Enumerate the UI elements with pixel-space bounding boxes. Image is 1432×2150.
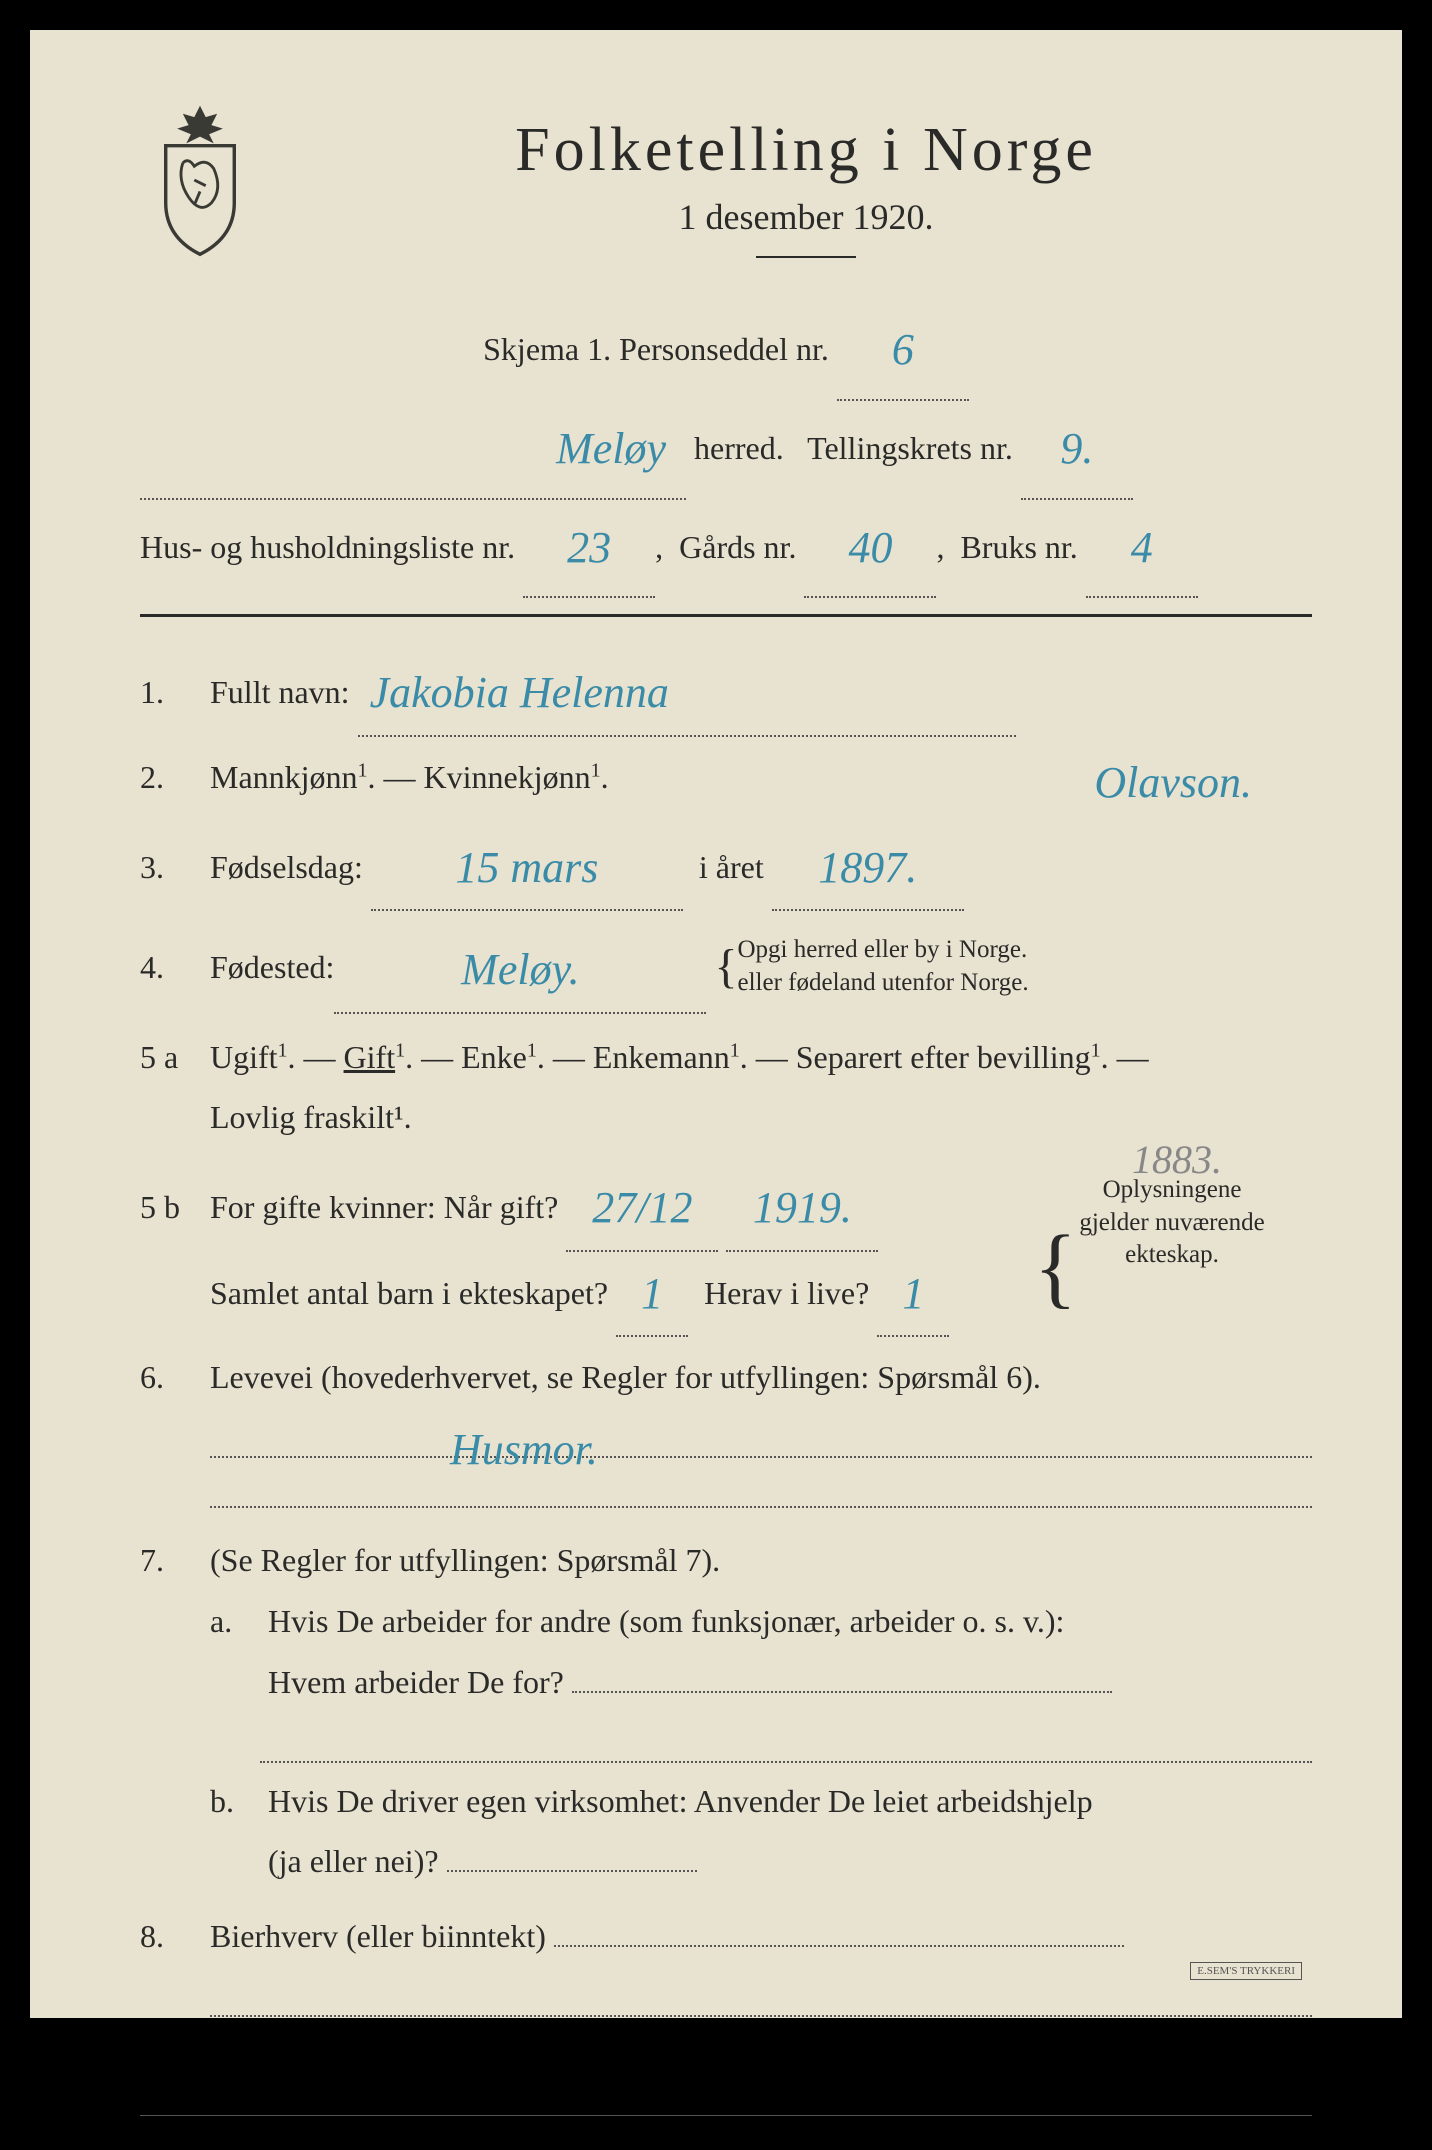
- gards-nr: 40: [804, 500, 936, 599]
- subtitle: 1 desember 1920.: [300, 196, 1312, 238]
- q3-year-label: i året: [699, 849, 764, 885]
- q4-value: Meløy.: [334, 928, 706, 1014]
- q5b-barn-label: Samlet antal barn i ekteskapet?: [210, 1275, 608, 1311]
- header: Folketelling i Norge 1 desember 1920.: [140, 90, 1312, 288]
- q4-note: Opgi herred eller by i Norge. eller føde…: [737, 934, 1028, 999]
- q3-year: 1897.: [772, 826, 964, 912]
- q1b-value: Olavson.: [1094, 741, 1252, 825]
- brace-icon-2: {: [1034, 1182, 1077, 1353]
- q7b-text2: (ja eller nei)?: [268, 1843, 439, 1879]
- q3-day: 15 mars: [371, 826, 683, 912]
- tellingskrets-label: Tellingskrets nr.: [807, 430, 1013, 466]
- q3-num: 3.: [140, 837, 210, 898]
- q4-num: 4.: [140, 937, 210, 998]
- q2-kvinne: Kvinnekjønn: [424, 759, 591, 795]
- coat-of-arms-icon: [140, 100, 260, 260]
- q5b-barn: 1: [616, 1252, 688, 1338]
- q8-num: 8.: [140, 1906, 210, 1967]
- q7-row: 7. (Se Regler for utfyllingen: Spørsmål …: [140, 1530, 1312, 1892]
- q7-label: (Se Regler for utfyllingen: Spørsmål 7).: [210, 1542, 720, 1578]
- q8-fill: [554, 1945, 1124, 1947]
- q5b-live: 1: [877, 1252, 949, 1338]
- hus-label: Hus- og husholdningsliste nr.: [140, 529, 515, 565]
- q6-value: Husmor.: [450, 1408, 598, 1492]
- q7a-text1: Hvis De arbeider for andre (som funksjon…: [268, 1603, 1064, 1639]
- bruks-label: Bruks nr.: [960, 529, 1077, 565]
- q1-num: 1.: [140, 662, 210, 723]
- q5a-line2: Lovlig fraskilt¹.: [210, 1099, 412, 1135]
- q6-label: Levevei (hovederhvervet, se Regler for u…: [210, 1359, 1041, 1395]
- main-title: Folketelling i Norge: [300, 115, 1312, 186]
- herred-value: Meløy: [140, 401, 686, 500]
- q1-value: Jakobia Helenna: [358, 651, 1016, 737]
- q5b-date: 27/12: [566, 1166, 718, 1252]
- printer-stamp: E.SEM'S TRYKKERI: [1190, 1962, 1302, 1980]
- q5a-num: 5 a: [140, 1027, 210, 1088]
- q7a-fill-2: [260, 1721, 1312, 1763]
- q6-fill-2: [210, 1466, 1312, 1508]
- q5b-year: 1919.: [726, 1166, 878, 1252]
- q6-num: 6.: [140, 1347, 210, 1408]
- q7a-letter: a.: [210, 1591, 260, 1652]
- q8-row: 8. Bierhverv (eller biinntekt): [140, 1906, 1312, 2025]
- gards-label: Gårds nr.: [679, 529, 796, 565]
- herred-label: herred.: [694, 430, 784, 466]
- q6-fill: Husmor.: [210, 1416, 1312, 1458]
- q5b-live-label: Herav i live?: [704, 1275, 869, 1311]
- q5b-num: 5 b: [140, 1177, 210, 1238]
- q5b-row: 5 b For gifte kvinner: Når gift? 27/12 1…: [140, 1162, 1312, 1333]
- q7b-letter: b.: [210, 1771, 260, 1832]
- section-rule: [140, 614, 1312, 617]
- q8-label: Bierhverv (eller biinntekt): [210, 1918, 546, 1954]
- q2-row: 2. Mannkjønn1. — Kvinnekjønn1. Olavson.: [140, 747, 1312, 808]
- q1-label: Fullt navn:: [210, 674, 350, 710]
- q5b-label: For gifte kvinner: Når gift?: [210, 1189, 558, 1225]
- q7b-fill: [447, 1870, 697, 1872]
- personseddel-nr: 6: [837, 302, 969, 401]
- footer-note: Har man ingen biinntekt av nogen betydni…: [140, 2055, 1312, 2085]
- q7b-text1: Hvis De driver egen virksomhet: Anvender…: [268, 1783, 1093, 1819]
- title-block: Folketelling i Norge 1 desember 1920.: [300, 90, 1312, 288]
- q5b-side-note: Oplysningene gjelder nuværende ekteskap.: [1072, 1174, 1272, 1272]
- q4-label: Fødested:: [210, 937, 334, 998]
- q2-num: 2.: [140, 747, 210, 808]
- tiny-footer: ¹ Her kan svares ved tydelig understrekn…: [140, 2115, 1312, 2150]
- skjema-line: Skjema 1. Personseddel nr. 6: [140, 298, 1312, 397]
- title-rule: [756, 256, 856, 258]
- skjema-label: Skjema 1. Personseddel nr.: [483, 331, 829, 367]
- q7-num: 7.: [140, 1530, 210, 1591]
- brace-icon: {: [714, 921, 737, 1012]
- herred-line: Meløy herred. Tellingskrets nr. 9.: [140, 397, 1312, 496]
- q2-mann: Mannkjønn: [210, 759, 358, 795]
- hus-nr: 23: [523, 500, 655, 599]
- q8-fill-2: [210, 1975, 1312, 2017]
- q3-label: Fødselsdag:: [210, 849, 363, 885]
- census-form-page: Folketelling i Norge 1 desember 1920. Sk…: [0, 0, 1432, 2048]
- q7a-fill: [572, 1691, 1112, 1693]
- q4-row: 4. Fødested: Meløy. { Opgi herred eller …: [140, 921, 1312, 1012]
- q1-row: 1. Fullt navn: Jakobia Helenna: [140, 647, 1312, 733]
- q3-row: 3. Fødselsdag: 15 mars i året 1897.: [140, 822, 1312, 908]
- tellingskrets-nr: 9.: [1021, 401, 1133, 500]
- bruks-nr: 4: [1086, 500, 1198, 599]
- q7a-text2: Hvem arbeider De for?: [268, 1664, 564, 1700]
- hus-line: Hus- og husholdningsliste nr. 23, Gårds …: [140, 496, 1312, 595]
- q6-row: 6. Levevei (hovederhvervet, se Regler fo…: [140, 1347, 1312, 1516]
